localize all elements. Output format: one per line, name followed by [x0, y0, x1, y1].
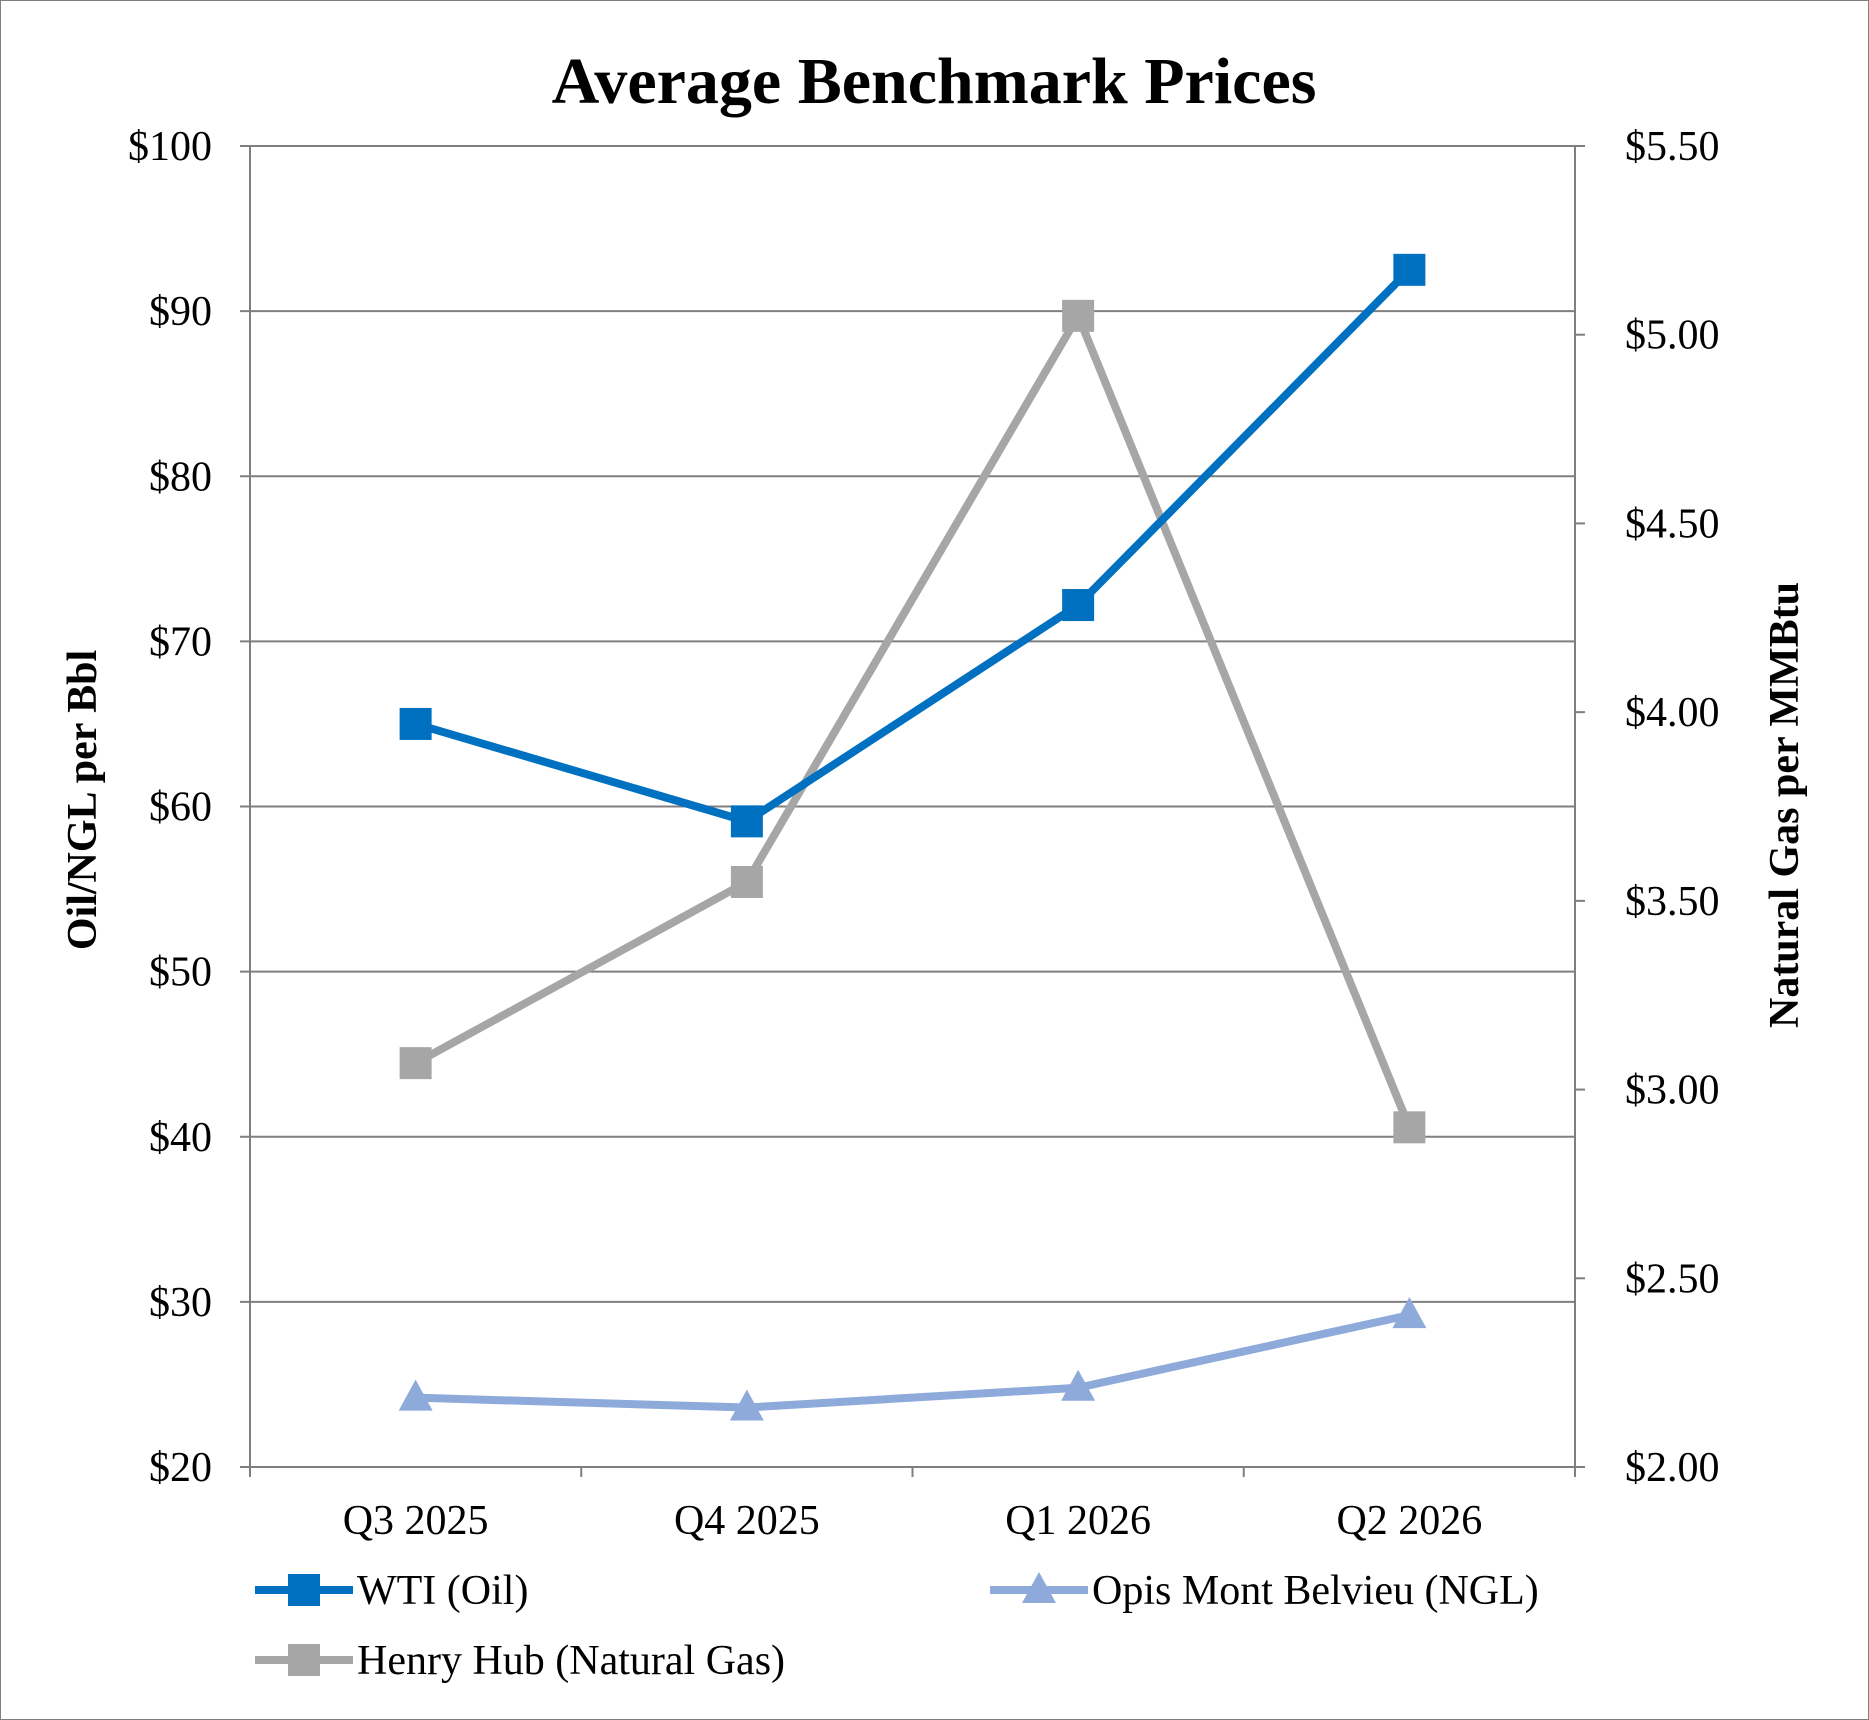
left-tick-label: $60 — [149, 785, 212, 831]
right-axis-tick-labels: $2.00 $2.50 $3.00 $3.50 $4.00 $4.50 $5.00 $5.50 — [1625, 124, 1720, 1491]
right-tick-label: $4.50 — [1625, 501, 1720, 547]
data-point — [399, 707, 432, 740]
x-axis-tick-labels: Q3 2025 Q4 2025 Q1 2026 Q2 2026 — [343, 1498, 1483, 1544]
left-tick-label: $40 — [149, 1115, 212, 1161]
left-tick-label: $100 — [128, 124, 212, 170]
x-tick-label: Q4 2025 — [674, 1498, 820, 1544]
data-point — [1392, 1297, 1427, 1329]
left-tick-label: $30 — [149, 1280, 212, 1326]
right-tick-label: $4.00 — [1625, 690, 1720, 736]
series-line — [414, 267, 1413, 826]
data-point — [729, 1389, 764, 1421]
x-tick-label: Q1 2026 — [1005, 1498, 1151, 1544]
data-point — [1062, 589, 1095, 622]
data-point — [398, 1379, 433, 1411]
legend-item: Henry Hub (Natural Gas) — [255, 1638, 785, 1684]
legend-swatch-marker — [1022, 1572, 1056, 1603]
data-point — [730, 865, 763, 898]
right-tick-label: $2.50 — [1625, 1256, 1720, 1302]
right-axis-title: Natural Gas per MMBtu — [1762, 582, 1808, 1028]
series-line — [413, 311, 1414, 1129]
left-tick-label: $90 — [149, 289, 212, 335]
right-tick-label: $5.00 — [1625, 313, 1720, 359]
series-line — [415, 1311, 1411, 1412]
left-tick-label: $50 — [149, 950, 212, 996]
legend-item: WTI (Oil) — [255, 1568, 528, 1614]
legend: WTI (Oil) Opis Mont Belvieu (NGL) Henry Hu… — [255, 1568, 1539, 1684]
gridlines — [250, 145, 1575, 1303]
series-1 — [398, 1297, 1427, 1421]
data-point — [730, 805, 763, 838]
legend-label: Opis Mont Belvieu (NGL) — [1092, 1568, 1539, 1614]
left-tick-label: $80 — [149, 454, 212, 500]
right-tick-label: $5.50 — [1625, 124, 1720, 170]
x-tick-label: Q2 2026 — [1336, 1498, 1482, 1544]
data-point — [1393, 253, 1426, 286]
legend-label: WTI (Oil) — [357, 1568, 528, 1614]
left-tick-label: $20 — [149, 1445, 212, 1491]
legend-swatch-marker — [288, 1574, 320, 1606]
data-point — [399, 1047, 432, 1080]
right-tick-label: $3.50 — [1625, 879, 1720, 925]
left-axis-tick-labels: $20 $30 $40 $50 $60 $70 $80 $90 $100 — [128, 124, 212, 1491]
legend-item: Opis Mont Belvieu (NGL) — [990, 1568, 1539, 1614]
legend-swatch-marker — [288, 1644, 320, 1676]
series-2 — [399, 299, 1426, 1144]
left-tick-label: $70 — [149, 619, 212, 665]
chart-title: Average Benchmark Prices — [552, 45, 1317, 118]
right-tick-label: $3.00 — [1625, 1068, 1720, 1114]
legend-label: Henry Hub (Natural Gas) — [357, 1638, 785, 1684]
x-tick-label: Q3 2025 — [343, 1498, 489, 1544]
axes — [240, 145, 1585, 1477]
data-point — [1061, 1369, 1096, 1401]
data-point — [1393, 1111, 1426, 1144]
right-tick-label: $2.00 — [1625, 1445, 1720, 1491]
data-point — [1062, 299, 1095, 332]
series-0 — [399, 253, 1426, 838]
series-layer — [398, 253, 1427, 1421]
left-axis-title: Oil/NGL per Bbl — [60, 650, 106, 950]
